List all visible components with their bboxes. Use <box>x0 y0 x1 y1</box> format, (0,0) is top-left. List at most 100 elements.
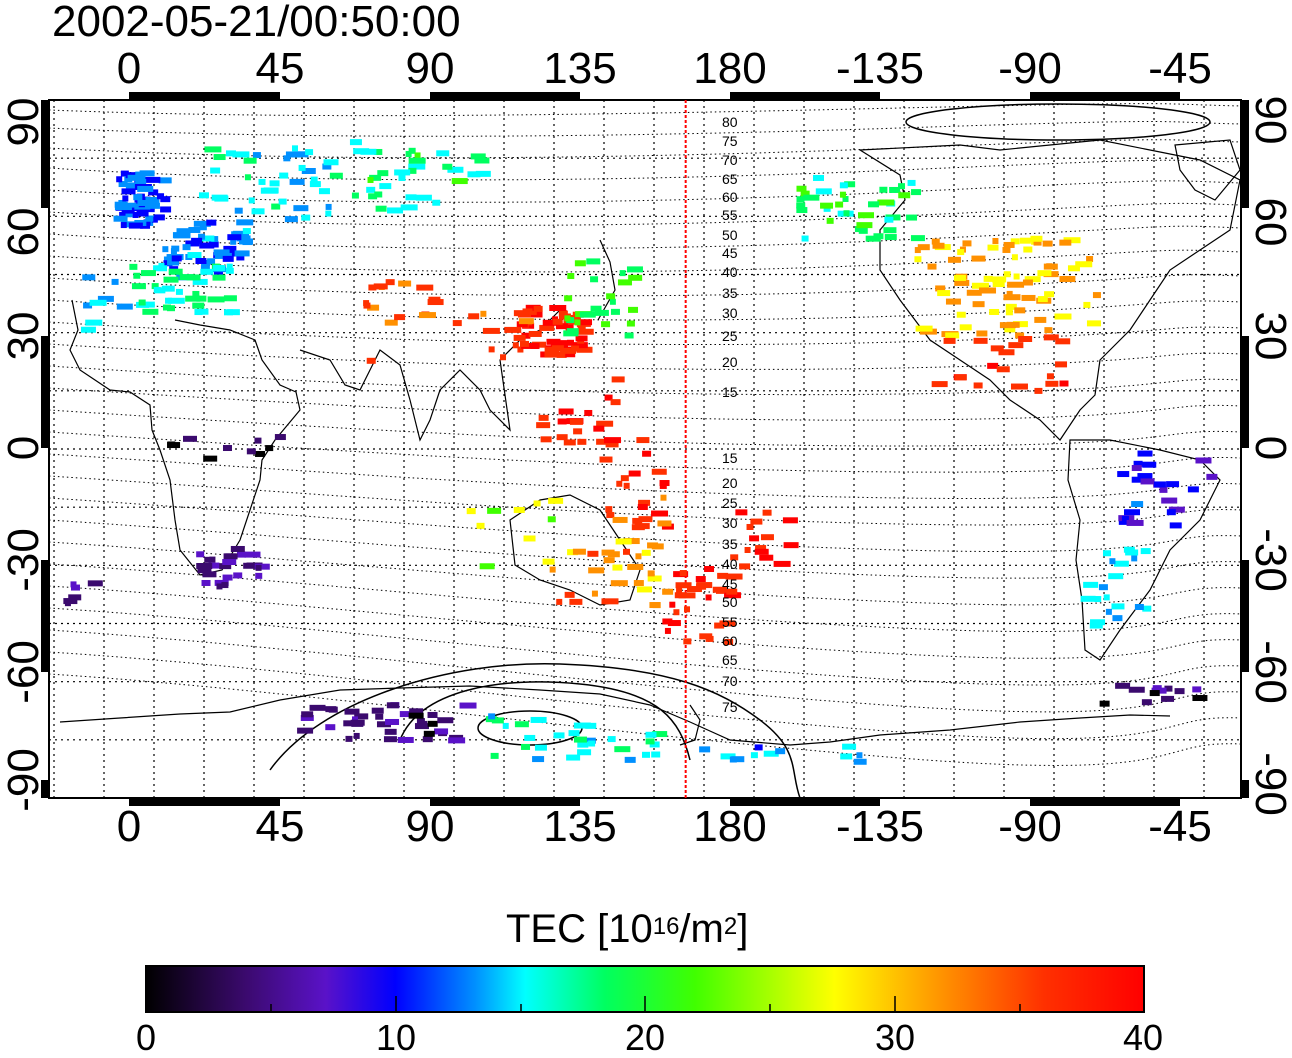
tec-point <box>558 310 568 317</box>
contour-labels: 80 75 70 65 60 55 50 45 40 35 30 25 20 15 15 20 25 30 35 40… <box>722 114 738 715</box>
tec-point <box>322 163 332 170</box>
tec-point <box>466 508 476 515</box>
tec-point <box>487 507 502 514</box>
tec-point <box>612 564 623 571</box>
tec-point <box>564 315 571 322</box>
tec-point <box>68 594 82 601</box>
tec-point <box>1092 292 1101 299</box>
tec-point <box>533 500 541 507</box>
tec-point <box>735 509 748 516</box>
tec-point <box>517 346 524 353</box>
tec-point <box>125 182 143 189</box>
tec-point <box>534 744 547 751</box>
tec-point <box>1153 481 1166 488</box>
tec-point <box>128 222 143 229</box>
tec-point <box>564 295 573 302</box>
tec-point <box>996 366 1010 373</box>
tec-point <box>1067 265 1080 272</box>
tec-point <box>607 736 616 743</box>
tec-point <box>225 267 234 274</box>
tec-point <box>1046 373 1054 380</box>
tec-point <box>269 180 280 187</box>
tec-point <box>513 506 525 513</box>
tec-point <box>408 163 426 170</box>
tec-point <box>889 186 901 193</box>
colorbar-ticks <box>270 996 1021 1012</box>
tec-point <box>254 563 270 570</box>
tec-point <box>775 748 786 755</box>
tec-point <box>482 327 500 334</box>
tec-point <box>649 602 661 609</box>
tec-point <box>746 523 754 530</box>
tec-point <box>1125 549 1139 556</box>
tec-point <box>943 337 956 344</box>
tec-point <box>377 170 389 177</box>
tec-point <box>153 214 165 221</box>
tec-point <box>197 567 212 574</box>
tec-point <box>248 197 255 204</box>
tec-point <box>225 150 236 157</box>
tec-point <box>548 497 564 504</box>
tec-point <box>368 284 377 291</box>
tec-point <box>754 744 763 751</box>
contour-label: 40 <box>722 264 738 280</box>
tec-point <box>536 422 551 429</box>
tec-point <box>1023 246 1033 253</box>
tec-point <box>1128 686 1145 693</box>
tec-point <box>134 196 151 203</box>
top-lon-label: -45 <box>1148 44 1212 93</box>
tec-point <box>375 205 387 212</box>
tec-point <box>675 582 692 589</box>
tec-point <box>1142 461 1157 468</box>
tec-point <box>624 756 636 763</box>
contour-label: 15 <box>722 384 738 400</box>
tec-point <box>480 310 487 317</box>
tec-point <box>610 580 628 587</box>
tec-point <box>1109 558 1116 565</box>
contour-label: 75 <box>722 699 738 715</box>
tec-point <box>1059 380 1069 387</box>
tec-point <box>628 306 639 313</box>
tec-point <box>699 746 711 753</box>
tec-point <box>385 279 395 286</box>
tec-point <box>513 310 529 317</box>
tec-point <box>927 263 937 270</box>
tec-point <box>213 249 230 256</box>
bottom-lon-label: 90 <box>405 802 455 851</box>
tec-point <box>1131 501 1144 508</box>
tec-point <box>285 151 301 158</box>
tec-point <box>662 588 674 595</box>
tec-point <box>1037 296 1048 303</box>
tec-point <box>843 210 850 217</box>
tec-point <box>1187 486 1199 493</box>
tec-point <box>422 736 433 743</box>
tec-point <box>518 318 534 325</box>
tec-point <box>376 721 391 728</box>
tec-point <box>610 399 621 406</box>
tec-point <box>796 185 807 192</box>
tec-point <box>556 598 563 605</box>
tec-point <box>842 743 857 750</box>
tec-point <box>297 727 314 734</box>
tec-point <box>586 258 601 265</box>
tec-point <box>323 159 339 166</box>
tec-point <box>605 441 619 448</box>
tec-point <box>271 203 281 210</box>
tec-point <box>167 297 185 304</box>
tec-point <box>919 328 937 335</box>
tec-point <box>1164 685 1173 692</box>
tec-point <box>310 176 318 183</box>
contour-label: 25 <box>722 495 738 511</box>
tec-point <box>195 257 207 264</box>
tec-point <box>983 275 993 282</box>
tec-point <box>512 342 519 349</box>
tec-point <box>1080 595 1096 602</box>
tec-point <box>387 207 404 214</box>
tec-point <box>749 535 760 542</box>
tec-point <box>210 167 221 174</box>
contour-label: 30 <box>722 305 738 321</box>
tec-point <box>301 214 311 221</box>
tec-point <box>318 188 330 195</box>
tec-point <box>214 195 229 202</box>
tec-point <box>547 516 556 523</box>
